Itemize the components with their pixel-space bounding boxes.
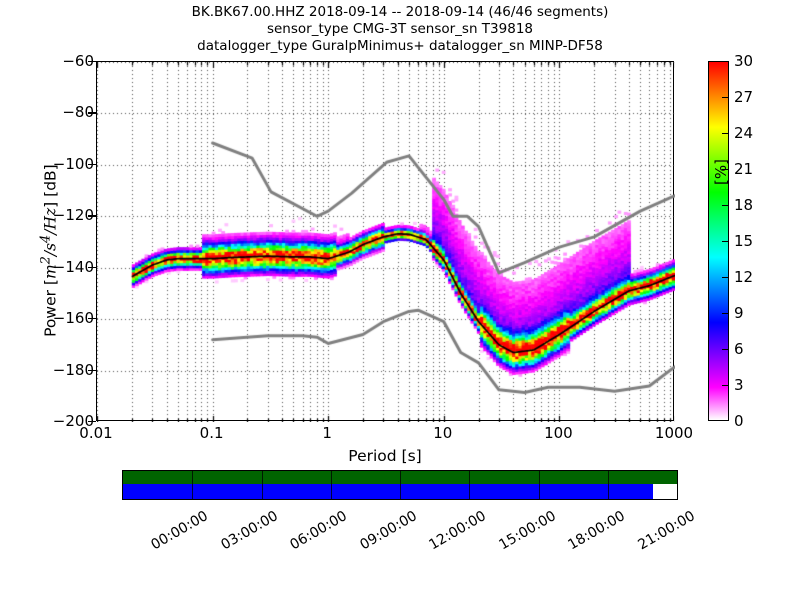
colorbar-tick-label: 0 (734, 412, 744, 430)
colorbar-tick-mark (722, 385, 729, 387)
coverage-tick (538, 471, 540, 499)
colorbar-tick-label: 6 (734, 340, 744, 358)
y-tick-mark (88, 266, 96, 268)
colorbar-tick-label: 21 (734, 160, 754, 178)
y-tick-label: −160 (52, 309, 94, 328)
colorbar-tick-label: 12 (734, 268, 754, 286)
x-tick-label: 1000 (654, 424, 694, 442)
y-tick-mark (88, 163, 96, 166)
time-axis-label: 15:00:00 (495, 508, 559, 554)
colorbar-tick-mark (722, 277, 729, 279)
x-tick-label: 100 (544, 424, 573, 442)
y-tick-label: −100 (52, 154, 94, 173)
colorbar-gradient (709, 62, 728, 420)
x-tick-label: 1 (322, 424, 332, 442)
time-axis-label: 00:00:00 (148, 508, 211, 554)
y-tick-label: −60 (62, 52, 94, 70)
colorbar-tick-mark (722, 205, 729, 207)
colorbar-tick-mark (722, 133, 729, 135)
time-axis-label: 12:00:00 (426, 508, 489, 554)
time-axis-label: 21:00:00 (634, 508, 698, 554)
ppsd-histogram-canvas (97, 62, 675, 422)
y-tick-label: −120 (52, 206, 94, 225)
y-tick-mark (88, 369, 96, 371)
colorbar-tick-mark (722, 241, 729, 243)
time-axis-label: 18:00:00 (565, 508, 628, 554)
time-axis-label: 09:00:00 (356, 508, 420, 554)
colorbar-tick-label: 15 (734, 232, 754, 250)
x-tick-label: 0.01 (79, 424, 113, 442)
y-tick-mark (88, 318, 96, 320)
colorbar-tick-label: 27 (734, 88, 754, 106)
colorbar-unit-label: [%] (712, 159, 730, 185)
time-axis-label: 03:00:00 (217, 508, 281, 554)
y-tick-label: −180 (52, 360, 94, 379)
colorbar-tick-label: 9 (734, 304, 744, 322)
y-tick-mark (88, 421, 96, 423)
y-tick-label: −80 (62, 103, 94, 122)
y-tick-label: −140 (52, 257, 94, 276)
ppsd-plot-area (96, 61, 675, 422)
coverage-psd-bar (123, 484, 654, 499)
coverage-tick (192, 471, 194, 499)
coverage-tick (607, 471, 609, 499)
y-tick-mark (88, 61, 96, 63)
coverage-tick (400, 471, 401, 499)
title-line-station: BK.BK67.00.HHZ 2018-09-14 -- 2018-09-14 … (191, 4, 609, 20)
time-axis-label: 06:00:00 (287, 508, 350, 554)
coverage-tick (469, 471, 471, 499)
data-coverage-bar[interactable] (122, 470, 678, 500)
colorbar-tick-label: 3 (734, 376, 744, 394)
y-tick-label: −200 (52, 412, 94, 430)
x-axis-label: Period [s] (348, 447, 422, 465)
colorbar-tick-label: 18 (734, 196, 754, 214)
colorbar-tick-mark (722, 349, 729, 351)
colorbar-tick-label: 30 (734, 52, 754, 70)
colorbar-tick-label: 24 (734, 124, 754, 142)
y-tick-mark (88, 112, 96, 114)
y-tick-mark (88, 215, 96, 217)
x-tick-label: 10 (433, 424, 453, 442)
x-tick-label: 0.1 (199, 424, 224, 442)
colorbar-tick-mark (722, 97, 729, 99)
title-line-sensor: sensor_type CMG-3T sensor_sn T39818 (266, 21, 534, 37)
y-axis-label: Power [m2/s4/Hz] [dB] (38, 164, 60, 337)
colorbar-tick-mark (722, 313, 729, 315)
colorbar-tick-mark (722, 169, 729, 171)
plot-title: BK.BK67.00.HHZ 2018-09-14 -- 2018-09-14 … (0, 4, 800, 55)
title-line-datalogger: datalogger_type GuralpMinimus+ datalogge… (197, 38, 603, 54)
coverage-tick (261, 471, 263, 499)
coverage-tick (330, 471, 332, 499)
